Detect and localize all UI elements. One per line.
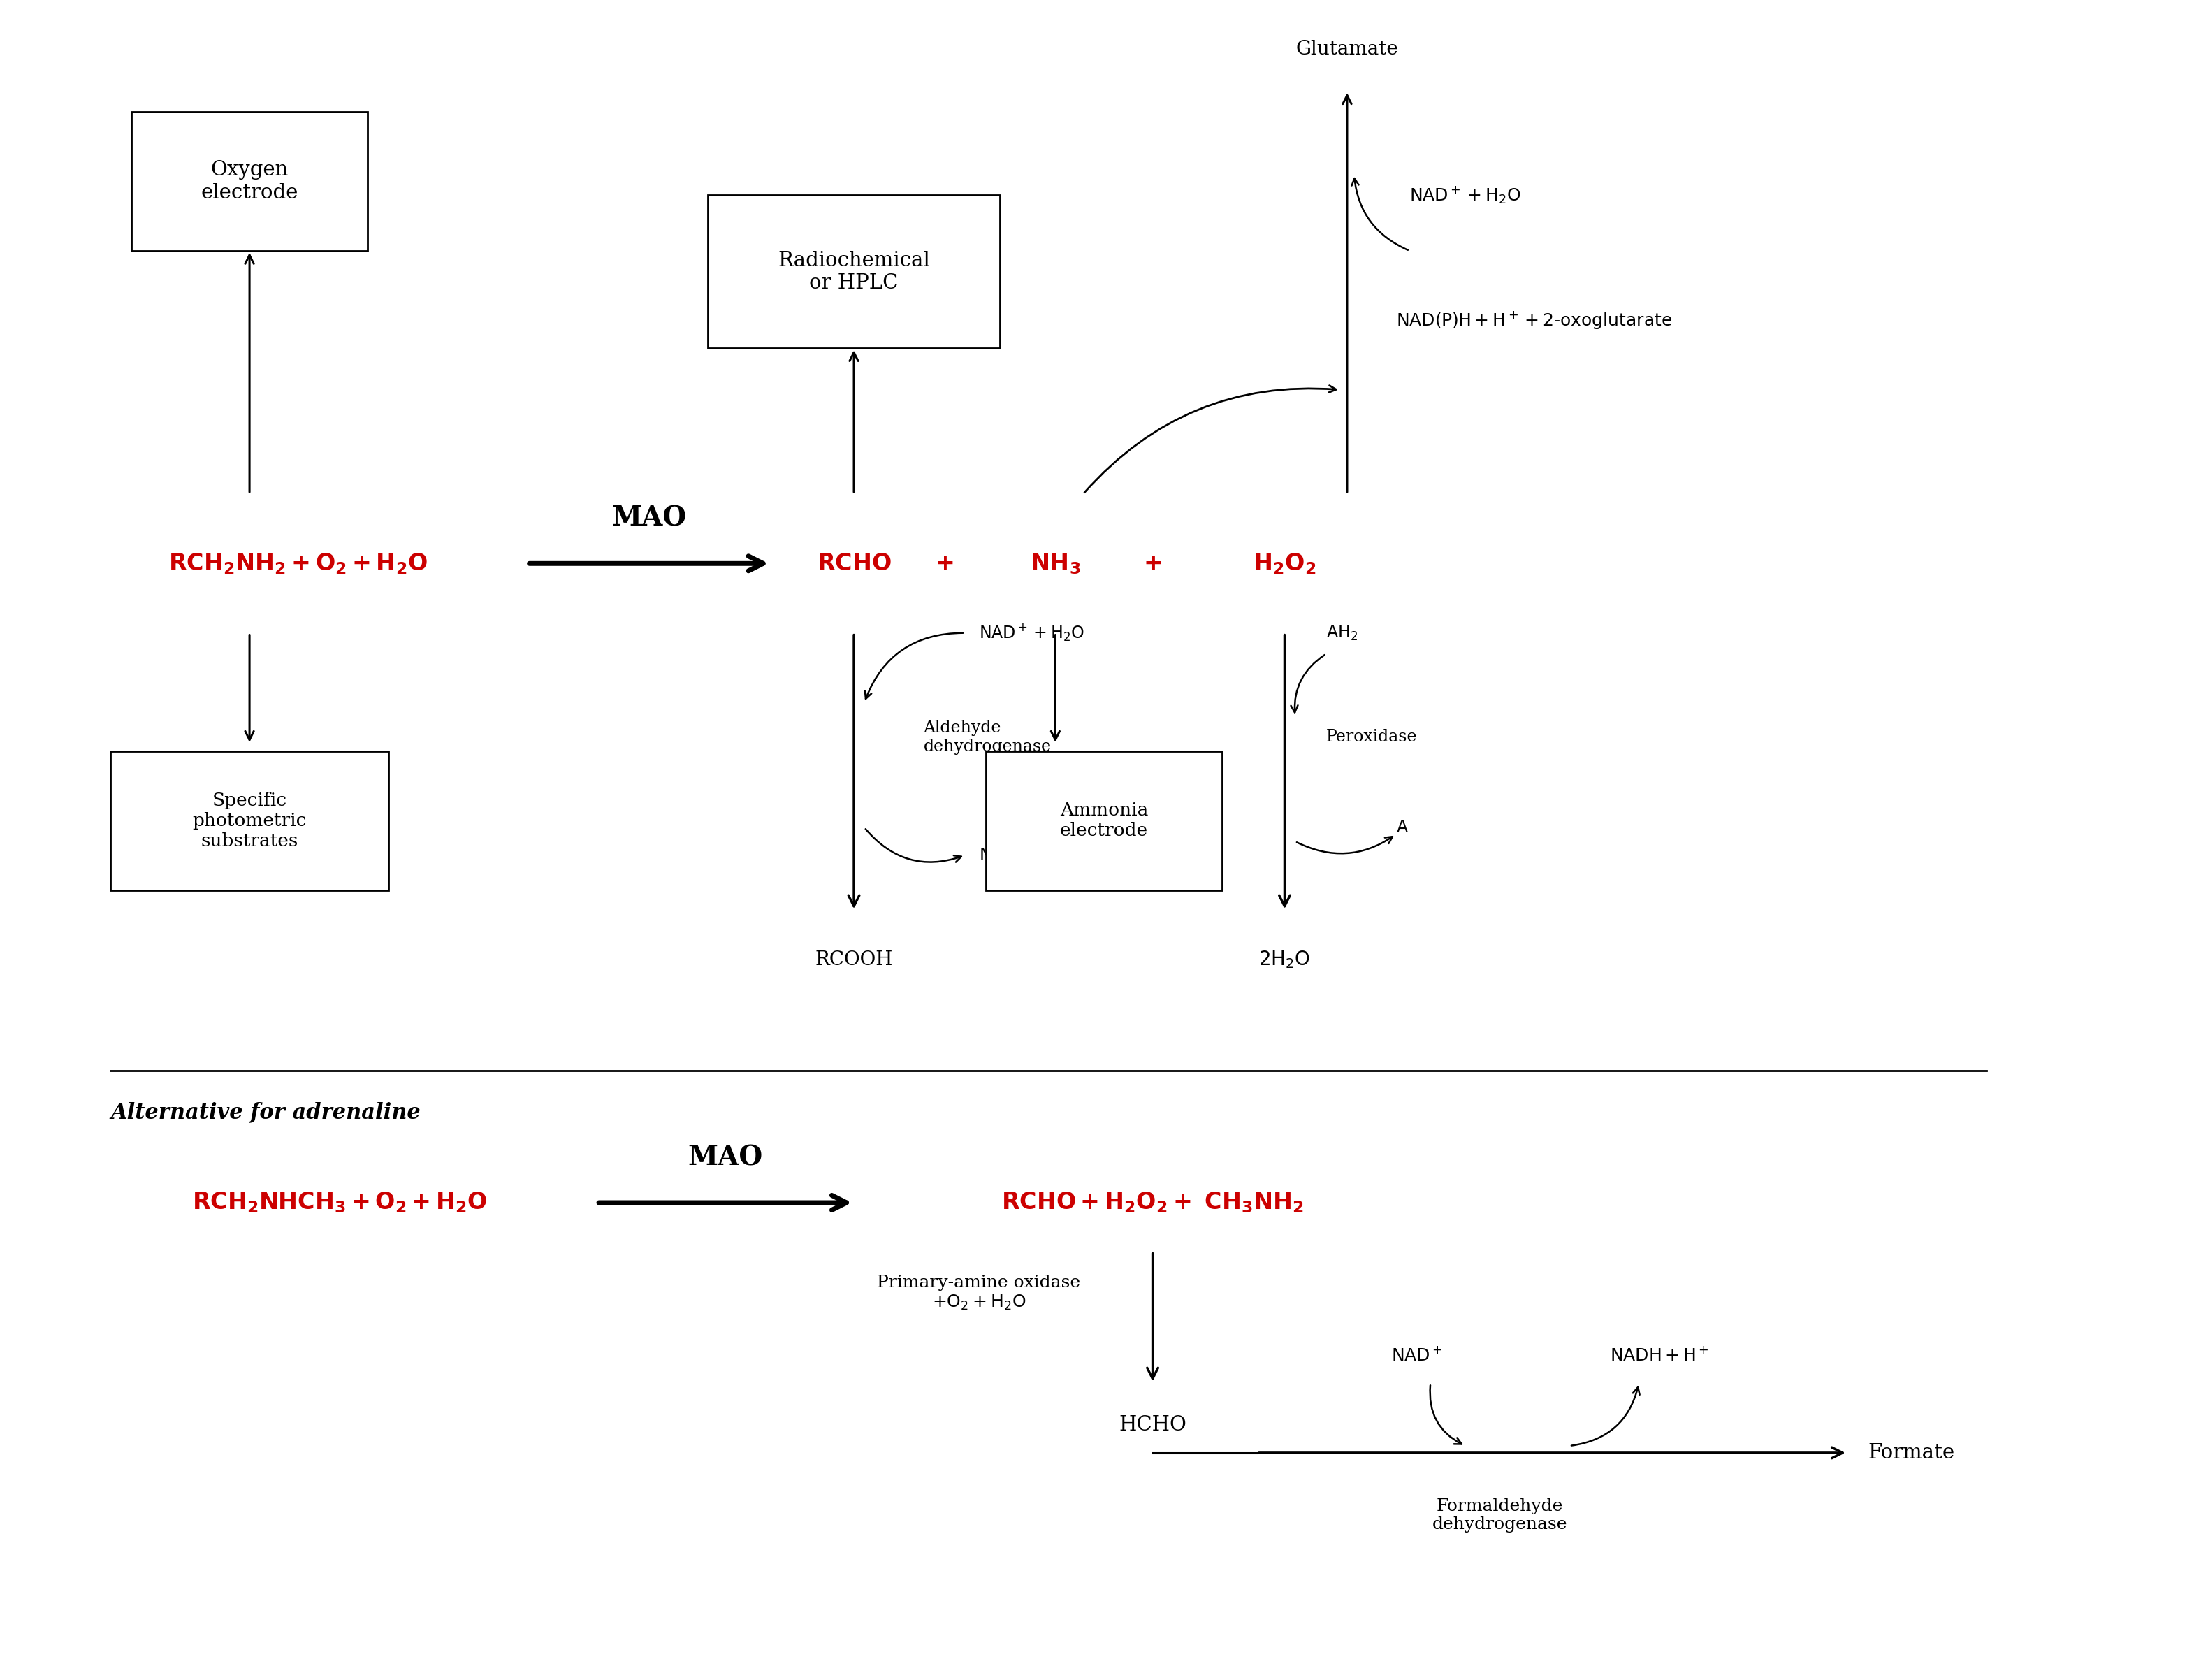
Text: $\mathbf{RCH_2NH_2 + O_2 + H_2O}$: $\mathbf{RCH_2NH_2 + O_2 + H_2O}$	[169, 551, 427, 576]
Text: $\mathrm{AH_2}$: $\mathrm{AH_2}$	[1327, 623, 1358, 642]
FancyBboxPatch shape	[110, 751, 387, 890]
Text: $\mathrm{NAD^+}$: $\mathrm{NAD^+}$	[1391, 1347, 1442, 1364]
Text: $\mathrm{NADH + H^+}$: $\mathrm{NADH + H^+}$	[1611, 1347, 1710, 1364]
FancyBboxPatch shape	[986, 751, 1222, 890]
FancyBboxPatch shape	[132, 113, 368, 250]
Text: Specific
photometric
substrates: Specific photometric substrates	[191, 791, 306, 850]
Text: Ammonia
electrode: Ammonia electrode	[1061, 801, 1149, 840]
Text: MAO: MAO	[689, 1144, 764, 1171]
Text: $\mathrm{NADH + H^+}$: $\mathrm{NADH + H^+}$	[979, 847, 1072, 864]
Text: $\mathbf{RCH_2NHCH_3 + O_2 + H_2O}$: $\mathbf{RCH_2NHCH_3 + O_2 + H_2O}$	[191, 1191, 486, 1215]
Text: Formate: Formate	[1869, 1443, 1954, 1463]
Text: Primary-amine oxidase
$\mathrm{+ O_2 + H_2O}$: Primary-amine oxidase $\mathrm{+ O_2 + H…	[878, 1275, 1081, 1312]
Text: Glutamate: Glutamate	[1296, 40, 1398, 59]
Text: $\mathbf{+}$: $\mathbf{+}$	[1142, 553, 1162, 575]
Text: HCHO: HCHO	[1118, 1415, 1186, 1435]
Text: $\mathbf{NH_3}$: $\mathbf{NH_3}$	[1030, 551, 1081, 576]
Text: Oxygen
electrode: Oxygen electrode	[200, 160, 297, 202]
Text: $\mathbf{RCHO + H_2O_2 +\ CH_3NH_2}$: $\mathbf{RCHO + H_2O_2 +\ CH_3NH_2}$	[1001, 1191, 1303, 1215]
Text: $\mathrm{2H_2O}$: $\mathrm{2H_2O}$	[1259, 949, 1310, 969]
Text: Alternative for adrenaline: Alternative for adrenaline	[110, 1102, 420, 1124]
Text: Formaldehyde
dehydrogenase: Formaldehyde dehydrogenase	[1433, 1499, 1567, 1532]
Text: MAO: MAO	[612, 506, 687, 531]
Text: $\mathrm{NAD(P)H + H^+ + 2\text{-}oxoglutarate}$: $\mathrm{NAD(P)H + H^+ + 2\text{-}oxoglu…	[1395, 309, 1673, 331]
Text: Radiochemical
or HPLC: Radiochemical or HPLC	[777, 250, 931, 292]
Text: $\mathbf{RCHO}$: $\mathbf{RCHO}$	[817, 553, 891, 575]
Text: Aldehyde
dehydrogenase: Aldehyde dehydrogenase	[924, 719, 1052, 754]
Text: $\mathrm{NAD^+ + H_2O}$: $\mathrm{NAD^+ + H_2O}$	[979, 623, 1085, 643]
Text: Peroxidase: Peroxidase	[1327, 729, 1417, 746]
Text: $\mathbf{+}$: $\mathbf{+}$	[935, 553, 953, 575]
Text: $\mathrm{NAD^+ + H_2O}$: $\mathrm{NAD^+ + H_2O}$	[1409, 185, 1521, 205]
Text: $\mathrm{A}$: $\mathrm{A}$	[1395, 820, 1409, 835]
Text: RCOOH: RCOOH	[814, 951, 894, 969]
FancyBboxPatch shape	[709, 195, 999, 348]
Text: $\mathbf{H_2O_2}$: $\mathbf{H_2O_2}$	[1252, 551, 1316, 576]
